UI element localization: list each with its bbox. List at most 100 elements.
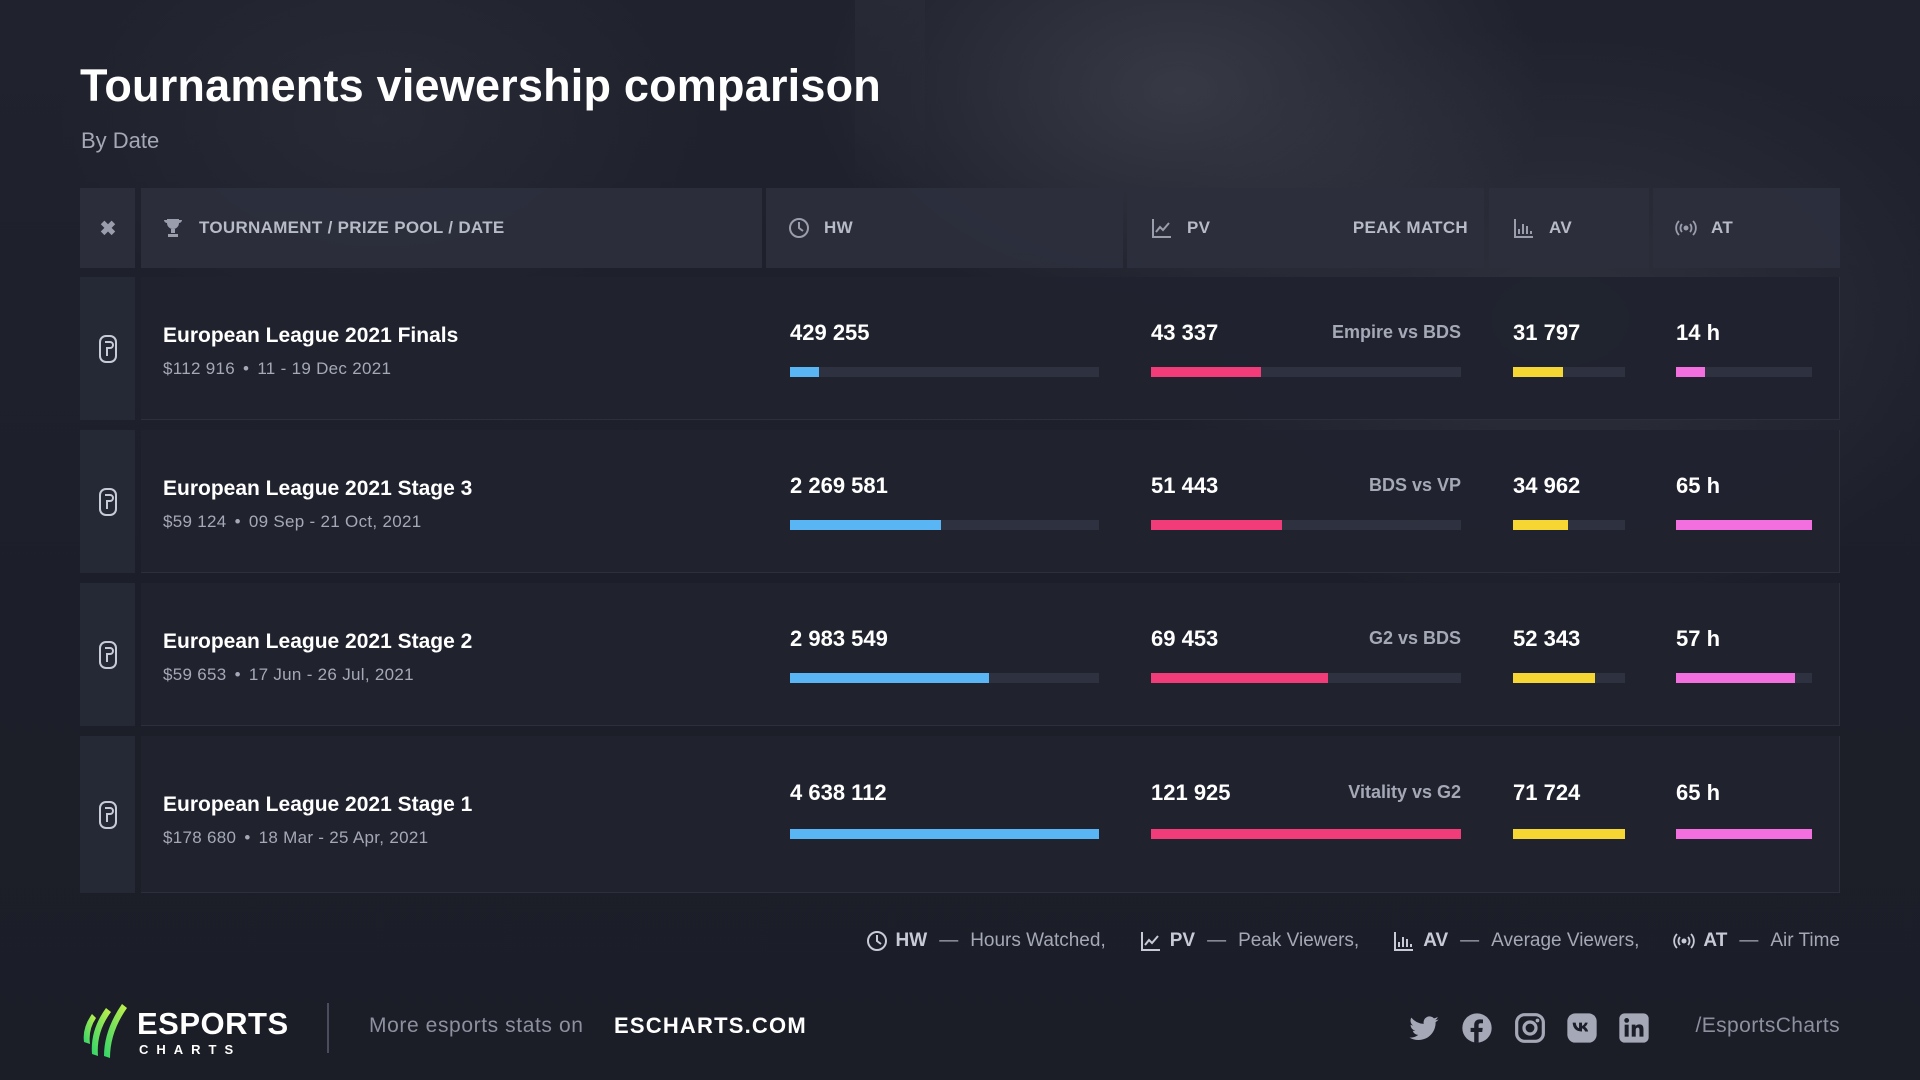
tournament-dates: 11 - 19 Dec 2021 — [257, 359, 392, 378]
row-game-cell — [80, 430, 135, 573]
table-row — [141, 430, 1840, 573]
tournament-name: European League 2021 Finals — [163, 324, 459, 347]
at-bar — [1676, 520, 1812, 530]
header-game-cell — [80, 188, 135, 268]
prize-pool: $59 124 — [163, 512, 227, 531]
legend-hw-abbr: HW — [895, 930, 928, 951]
pv-bar-track — [1151, 829, 1461, 839]
pv-bar-track — [1151, 367, 1461, 377]
at-value: 65 h — [1676, 473, 1721, 498]
peak-match: BDS vs VP — [1368, 475, 1461, 495]
gamepad-icon — [96, 216, 120, 240]
at-bar — [1676, 367, 1706, 377]
prize-pool: $178 680 — [163, 828, 237, 847]
legend-at-abbr: AT — [1703, 930, 1728, 951]
logo-subword: CHARTS — [139, 1042, 242, 1057]
at-bar-track — [1676, 520, 1812, 530]
at-value: 65 h — [1676, 780, 1721, 805]
hw-bar — [790, 367, 819, 377]
rainbow-six-logo-icon — [98, 334, 118, 364]
vk-icon[interactable] — [1566, 1012, 1598, 1044]
hw-value: 429 255 — [790, 320, 870, 345]
linkedin-icon[interactable] — [1618, 1012, 1650, 1044]
tournament-name: European League 2021 Stage 3 — [163, 477, 473, 500]
pv-bar — [1151, 829, 1461, 839]
header-peak-match-label: PEAK MATCH — [1352, 218, 1468, 237]
at-value: 14 h — [1676, 320, 1721, 345]
av-bar-track — [1513, 367, 1625, 377]
at-bar — [1676, 673, 1796, 683]
prize-pool: $59 653 — [163, 665, 227, 684]
av-value: 52 343 — [1513, 626, 1581, 651]
hw-bar — [790, 673, 989, 683]
hw-value: 2 983 549 — [790, 626, 888, 651]
at-value: 57 h — [1676, 626, 1721, 651]
pv-bar — [1151, 673, 1328, 683]
legend-hw-text: Hours Watched, — [970, 930, 1106, 951]
footer-site-link[interactable]: ESCHARTS.COM — [614, 1013, 807, 1038]
pv-value: 69 453 — [1151, 626, 1219, 651]
header-pv-cell: PV PEAK MATCH — [1127, 188, 1484, 268]
twitter-icon[interactable] — [1408, 1012, 1440, 1044]
logo-word: ESPORTS — [137, 1006, 289, 1041]
bar-chart-icon — [1513, 217, 1535, 239]
hw-bar-track — [790, 367, 1099, 377]
peak-match: Empire vs BDS — [1331, 322, 1461, 342]
trophy-icon — [161, 216, 185, 240]
tournament-meta: $112 916 • 11 - 19 Dec 2021 — [163, 359, 392, 378]
pv-value: 51 443 — [1151, 473, 1219, 498]
background-band — [855, 0, 925, 190]
hw-bar-track — [790, 673, 1099, 683]
av-value: 34 962 — [1513, 473, 1581, 498]
prize-pool: $112 916 — [163, 359, 236, 378]
page-subtitle: By Date — [81, 128, 160, 153]
av-value: 31 797 — [1513, 320, 1581, 345]
legend-line-chart-icon — [1140, 930, 1162, 952]
broadcast-icon — [1675, 217, 1697, 239]
pv-bar — [1151, 520, 1282, 530]
hw-value: 4 638 112 — [790, 780, 887, 805]
header-hw-cell: HW — [766, 188, 1123, 268]
row-game-cell — [80, 277, 135, 420]
pv-bar-track — [1151, 520, 1461, 530]
legend-av-text: Average Viewers, — [1491, 930, 1640, 951]
clock-icon — [788, 217, 810, 239]
header-pv-label: PV — [1187, 218, 1211, 237]
pv-bar-track — [1151, 673, 1461, 683]
tournament-name: European League 2021 Stage 2 — [163, 630, 473, 653]
av-bar — [1513, 367, 1563, 377]
hw-bar-track — [790, 520, 1099, 530]
at-bar-track — [1676, 673, 1812, 683]
table-row — [141, 277, 1840, 420]
legend-broadcast-icon — [1673, 930, 1696, 952]
header-tournament-label: TOURNAMENT / PRIZE POOL / DATE — [199, 218, 505, 237]
footer-divider — [327, 1003, 329, 1053]
legend-at-text: Air Time — [1770, 930, 1840, 951]
hw-bar — [790, 829, 1099, 839]
av-bar-track — [1513, 520, 1625, 530]
av-bar — [1513, 829, 1625, 839]
facebook-icon[interactable] — [1461, 1012, 1493, 1044]
tournament-meta: $59 124 • 09 Sep - 21 Oct, 2021 — [163, 512, 422, 531]
pv-bar — [1151, 367, 1262, 377]
legend-pv-abbr: PV — [1169, 930, 1196, 951]
pv-value: 43 337 — [1151, 320, 1219, 345]
peak-match: G2 vs BDS — [1368, 628, 1461, 648]
av-bar-track — [1513, 673, 1625, 683]
pv-value: 121 925 — [1151, 780, 1231, 805]
peak-match: Vitality vs G2 — [1348, 782, 1461, 802]
hw-value: 2 269 581 — [790, 473, 888, 498]
legend-pv-text: Peak Viewers, — [1238, 930, 1360, 951]
hw-bar — [790, 520, 942, 530]
page-title: Tournaments viewership comparison — [80, 60, 881, 111]
header-hw-label: HW — [824, 218, 853, 237]
rainbow-six-logo-icon — [98, 487, 118, 517]
header-at-label: AT — [1711, 218, 1733, 237]
instagram-icon[interactable] — [1514, 1012, 1546, 1044]
legend: HW — Hours Watched, PV — Peak Viewers, A… — [866, 926, 1840, 956]
at-bar-track — [1676, 829, 1812, 839]
av-bar-track — [1513, 829, 1625, 839]
rainbow-six-logo-icon — [98, 640, 118, 670]
at-bar-track — [1676, 367, 1812, 377]
tournament-dates: 18 Mar - 25 Apr, 2021 — [258, 828, 429, 847]
